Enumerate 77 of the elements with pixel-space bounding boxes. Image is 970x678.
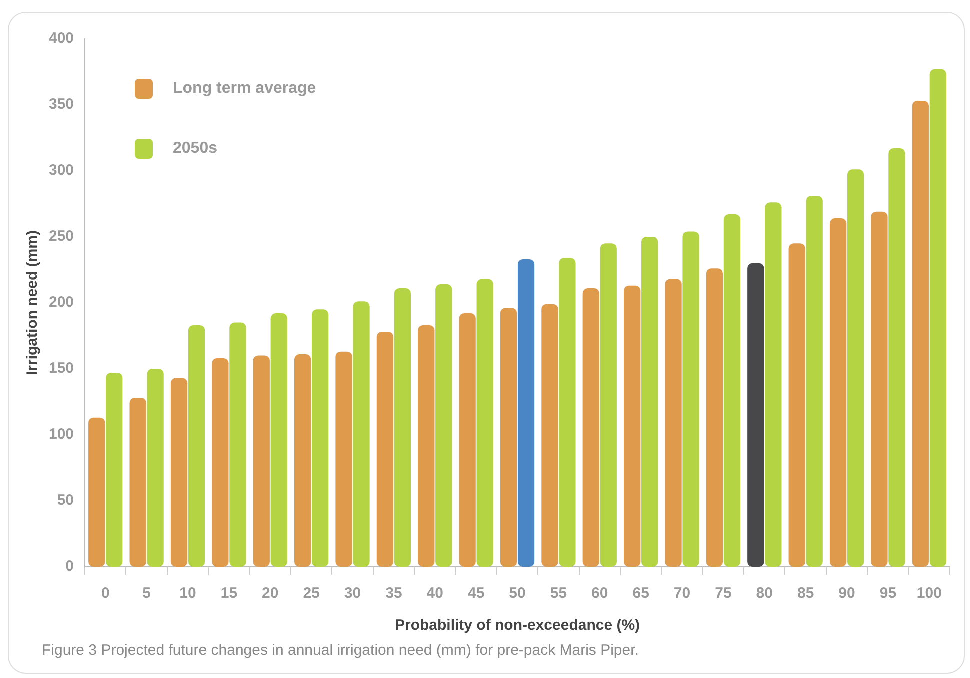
caption: Figure 3 Projected future changes in annual irrigation need (mm) for pre-pack Maris Piper.	[42, 642, 639, 659]
bar	[830, 218, 847, 567]
bar	[665, 279, 682, 567]
x-tick-label: 85	[797, 585, 814, 602]
x-tick-label: 0	[101, 585, 110, 602]
bar	[130, 398, 146, 567]
y-tick-label: 350	[48, 96, 74, 114]
x-tick-label: 90	[838, 585, 856, 602]
legend-label: Long term average	[173, 80, 316, 98]
bar	[912, 101, 929, 567]
bar	[212, 358, 229, 567]
y-tick-label: 300	[48, 162, 74, 180]
bar	[436, 284, 452, 567]
x-tick-label: 5	[142, 585, 151, 602]
y-axis-title: Irrigation need (mm)	[24, 230, 42, 376]
x-tick-label: 80	[756, 585, 773, 602]
bar	[642, 237, 658, 567]
bar	[871, 212, 888, 567]
bar	[459, 314, 476, 567]
bar	[748, 263, 764, 567]
bar	[518, 259, 535, 567]
bar	[230, 322, 246, 567]
bar	[253, 356, 270, 567]
bar	[188, 325, 206, 567]
bar	[930, 69, 946, 567]
bar	[336, 352, 352, 567]
bar	[106, 372, 123, 567]
y-tick-label: 250	[48, 228, 74, 246]
x-tick-label: 70	[674, 585, 691, 602]
y-tick-label: 400	[48, 30, 74, 48]
x-tick-label: 65	[632, 585, 650, 602]
bar	[376, 332, 394, 567]
bar	[765, 202, 782, 567]
bar	[600, 244, 617, 567]
bar	[294, 354, 312, 567]
bar	[542, 304, 558, 567]
x-tick-label: 50	[509, 585, 526, 602]
x-tick-label: 60	[592, 585, 608, 602]
bar	[147, 369, 164, 567]
x-tick-label: 30	[344, 585, 362, 602]
x-tick-label: 45	[468, 585, 485, 602]
bar	[270, 314, 288, 567]
bar	[476, 279, 494, 567]
x-tick-label: 20	[262, 585, 279, 602]
x-tick-label: 95	[880, 585, 897, 602]
bar	[394, 288, 412, 567]
bar	[418, 325, 435, 567]
bar	[724, 214, 741, 567]
bar	[682, 232, 700, 567]
y-tick-label: 0	[66, 558, 74, 576]
bar	[582, 288, 600, 567]
bar	[500, 308, 518, 567]
bar	[706, 268, 724, 567]
bar	[88, 418, 106, 567]
x-axis-title: Probability of non-exceedance (%)	[394, 617, 640, 634]
bar	[624, 286, 641, 567]
x-tick-label: 75	[715, 585, 732, 602]
x-tick-label: 10	[180, 585, 196, 602]
legend-label: 2050s	[173, 140, 218, 158]
bar	[806, 196, 823, 567]
x-tick-label: 35	[386, 585, 402, 602]
bar	[353, 302, 370, 567]
x-tick-label: 100	[916, 585, 942, 602]
y-tick-label: 200	[48, 294, 74, 312]
bar	[170, 378, 188, 567]
x-tick-label: 25	[303, 585, 320, 602]
bar	[888, 148, 906, 567]
x-tick-label: 15	[220, 585, 238, 602]
y-tick-label: 100	[48, 426, 74, 444]
bar	[847, 170, 864, 567]
y-tick-label: 150	[48, 360, 74, 378]
bar	[559, 258, 576, 567]
x-tick-label: 55	[550, 585, 568, 602]
bar	[788, 244, 806, 567]
x-tick-label: 40	[426, 585, 444, 602]
y-tick-label: 50	[57, 492, 74, 510]
bar	[312, 310, 329, 567]
